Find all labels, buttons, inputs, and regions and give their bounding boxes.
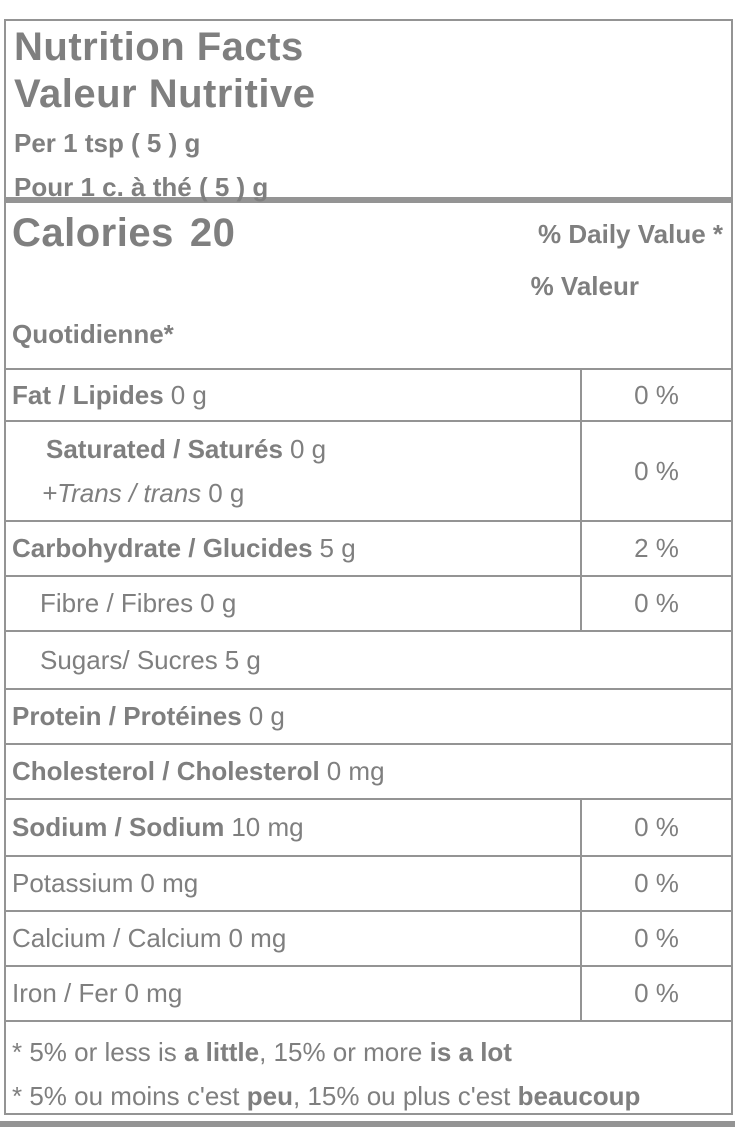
nutrient-name: Sodium / Sodium xyxy=(12,812,225,842)
daily-value-percent: 2 % xyxy=(634,533,679,563)
nutrient-name: Fat / Lipides xyxy=(12,379,164,410)
saturated-line: Saturated / Saturés 0 g xyxy=(12,427,326,471)
daily-value-cell: 0 % xyxy=(580,577,731,630)
nutrient-amount: 5 g xyxy=(319,533,356,563)
daily-value-percent: 0 % xyxy=(634,923,679,953)
footnote-text: * 5% or less is xyxy=(12,1037,184,1067)
nutrient-amount: 5 g xyxy=(224,644,261,675)
daily-value-percent: 0 % xyxy=(634,588,679,618)
daily-value-percent: 0 % xyxy=(634,455,679,486)
nutrition-facts-table: Nutrition Facts Valeur Nutritive Per 1 t… xyxy=(4,19,733,1115)
footnote-french: * 5% ou moins c'est peu, 15% ou plus c'e… xyxy=(12,1074,731,1118)
nutrient-label-cell: Fat / Lipides 0 g xyxy=(6,370,580,420)
bottom-thick-rule xyxy=(0,1121,735,1127)
serving-size-french: Pour 1 c. à thé ( 5 ) g xyxy=(14,172,269,202)
nutrient-amount: 0 mg xyxy=(140,868,199,898)
daily-value-cell: 0 % xyxy=(580,967,731,1020)
nutrient-name: +Trans / trans xyxy=(42,478,202,508)
nutrient-row-cholesterol: Cholesterol / Cholesterol 0 mg xyxy=(6,743,731,798)
serving-size-english: Per 1 tsp ( 5 ) g xyxy=(14,128,201,158)
nutrient-name: Saturated / Saturés xyxy=(46,434,283,464)
footnote-english: * 5% or less is a little, 15% or more is… xyxy=(12,1030,731,1074)
calories-group: Calories 20 xyxy=(12,211,235,255)
daily-value-header-english: % Daily Value * xyxy=(538,219,723,249)
daily-value-header-french-line1: % Valeur xyxy=(530,271,639,301)
nutrient-row-sodium: Sodium / Sodium 10 mg 0 % xyxy=(6,798,731,855)
nutrient-label-cell: Saturated / Saturés 0 g +Trans / trans 0 g xyxy=(6,422,580,520)
thick-divider-rule xyxy=(6,197,731,203)
daily-value-percent: 0 % xyxy=(634,379,679,410)
nutrient-name: Iron / Fer xyxy=(12,978,118,1008)
nutrient-name: Protein / Protéines xyxy=(12,701,242,731)
nutrient-amount: 0 mg xyxy=(228,923,287,953)
calories-value: 20 xyxy=(189,211,236,255)
nutrient-row-iron: Iron / Fer 0 mg 0 % xyxy=(6,965,731,1020)
daily-value-cell: 2 % xyxy=(580,522,731,575)
daily-value-cell: 0 % xyxy=(580,422,731,520)
nutrient-label-cell: Iron / Fer 0 mg xyxy=(6,967,580,1020)
daily-value-percent: 0 % xyxy=(634,812,679,842)
footnote-section: * 5% or less is a little, 15% or more is… xyxy=(6,1020,731,1113)
nutrient-label-cell: Potassium 0 mg xyxy=(6,857,580,910)
nutrient-label-cell: Fibre / Fibres 0 g xyxy=(6,577,580,630)
nutrient-label-cell: Sugars/ Sucres 5 g xyxy=(6,632,731,688)
footnote-text: , 15% or more xyxy=(259,1037,430,1067)
nutrient-amount: 0 g xyxy=(170,379,207,410)
nutrient-amount: 10 mg xyxy=(231,812,304,842)
nutrient-label-cell: Protein / Protéines 0 g xyxy=(6,690,731,743)
daily-value-cell: 0 % xyxy=(580,912,731,965)
nutrient-row-sugars: Sugars/ Sucres 5 g xyxy=(6,630,731,688)
footnote-text: , 15% ou plus c'est xyxy=(292,1081,518,1111)
nutrient-amount: 0 g xyxy=(208,478,245,508)
nutrient-label-cell: Cholesterol / Cholesterol 0 mg xyxy=(6,745,731,798)
nutrient-row-potassium: Potassium 0 mg 0 % xyxy=(6,855,731,910)
nutrient-amount: 0 mg xyxy=(124,978,183,1008)
nutrient-name: Potassium xyxy=(12,868,134,898)
nutrient-row-saturated-trans: Saturated / Saturés 0 g +Trans / trans 0 g… xyxy=(6,420,731,520)
nutrient-name: Calcium / Calcium xyxy=(12,923,222,953)
nutrient-label-cell: Carbohydrate / Glucides 5 g xyxy=(6,522,580,575)
daily-value-percent: 0 % xyxy=(634,868,679,898)
nutrient-name: Fibre / Fibres xyxy=(40,588,194,618)
footnote-bold-text: peu xyxy=(246,1081,293,1111)
calories-row: Calories 20 % Daily Value * xyxy=(12,211,723,255)
calories-section: Calories 20 % Daily Value * % Valeur Quot… xyxy=(6,203,731,368)
footnote-bold-text: a little xyxy=(183,1037,260,1067)
nutrient-amount: 0 mg xyxy=(326,756,385,786)
title-english: Nutrition Facts xyxy=(14,25,304,69)
daily-value-cell: 0 % xyxy=(580,370,731,420)
nutrient-amount: 0 g xyxy=(248,701,285,731)
nutrient-amount: 0 g xyxy=(200,588,237,618)
trans-line: +Trans / trans 0 g xyxy=(8,471,244,515)
nutrient-name: Carbohydrate / Glucides xyxy=(12,533,313,563)
nutrient-row-carbohydrate: Carbohydrate / Glucides 5 g 2 % xyxy=(6,520,731,575)
nutrient-row-protein: Protein / Protéines 0 g xyxy=(6,688,731,743)
footnote-bold-text: beaucoup xyxy=(517,1081,641,1111)
daily-value-cell: 0 % xyxy=(580,857,731,910)
daily-value-percent: 0 % xyxy=(634,978,679,1008)
nutrient-amount: 0 g xyxy=(289,434,327,464)
daily-value-cell: 0 % xyxy=(580,800,731,855)
footnote-text: * 5% ou moins c'est xyxy=(12,1081,247,1111)
footnote-bold-text: is a lot xyxy=(429,1037,512,1067)
calories-label: Calories xyxy=(12,211,174,255)
nutrient-name: Sugars/ Sucres xyxy=(40,644,218,675)
nutrient-label-cell: Calcium / Calcium 0 mg xyxy=(6,912,580,965)
nutrient-row-fibre: Fibre / Fibres 0 g 0 % xyxy=(6,575,731,630)
title-french: Valeur Nutritive xyxy=(14,72,316,116)
daily-value-header-french-line2: Quotidienne* xyxy=(12,319,174,349)
nutrient-label-cell: Sodium / Sodium 10 mg xyxy=(6,800,580,855)
label-header: Nutrition Facts Valeur Nutritive Per 1 t… xyxy=(6,21,731,202)
nutrient-name: Cholesterol / Cholesterol xyxy=(12,756,320,786)
nutrient-row-calcium: Calcium / Calcium 0 mg 0 % xyxy=(6,910,731,965)
nutrient-row-fat: Fat / Lipides 0 g 0 % xyxy=(6,368,731,420)
